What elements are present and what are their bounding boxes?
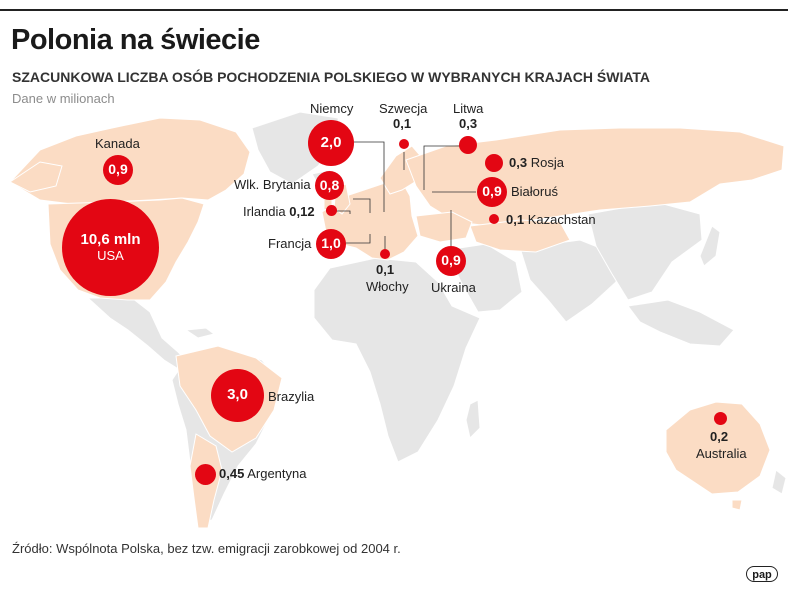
tasmania	[731, 499, 743, 511]
label-argentina: 0,45 Argentyna	[219, 466, 306, 481]
bubble-germany: 2,0	[308, 120, 354, 166]
bubble-canada: 0,9	[103, 155, 133, 185]
label-brazil: Brazylia	[268, 389, 315, 404]
label-lithuania: Litwa	[453, 101, 484, 116]
value-lithuania: 0,3	[459, 116, 478, 131]
japan	[699, 225, 721, 267]
ireland-value: 0,12	[289, 204, 315, 219]
label-germany: Niemcy	[310, 101, 354, 116]
label-france: Francja	[268, 236, 312, 251]
value-sweden: 0,1	[393, 116, 412, 131]
kazakhstan-name: Kazachstan	[527, 212, 596, 227]
bubble-france: 1,0	[316, 229, 346, 259]
bubble-australia	[714, 412, 727, 425]
label-ukraine: Ukraina	[431, 280, 476, 295]
usa-name: USA	[97, 247, 124, 263]
bubble-ireland	[326, 205, 337, 216]
leader-lines	[326, 141, 476, 252]
bubble-brazil: 3,0	[211, 369, 264, 422]
top-rule	[0, 9, 788, 11]
label-sweden: Szwecja	[379, 101, 428, 116]
label-australia: Australia	[696, 446, 747, 461]
value-italy: 0,1	[376, 262, 395, 277]
new-zealand	[771, 469, 787, 495]
subtitle: SZACUNKOWA LICZBA OSÓB POCHODZENIA POLSK…	[12, 69, 651, 85]
bubble-sweden	[399, 139, 409, 149]
africa	[313, 257, 481, 463]
argentina-name: Argentyna	[247, 466, 307, 481]
label-uk: Wlk. Brytania	[234, 177, 311, 192]
bubble-uk: 0,8	[315, 171, 344, 200]
bubble-italy	[380, 249, 390, 259]
ukraine-shape	[415, 211, 473, 243]
label-canada: Kanada	[95, 136, 140, 151]
kazakhstan-shape	[469, 219, 571, 253]
russia-value: 0,3	[509, 155, 528, 170]
label-kazakhstan: 0,1 Kazachstan	[506, 212, 596, 227]
bubble-ukraine: 0,9	[436, 246, 466, 276]
label-belarus: Białoruś	[511, 184, 558, 199]
russia-name: Rosja	[530, 155, 564, 170]
bubble-kazakhstan	[489, 214, 499, 224]
argentina-value: 0,45	[219, 466, 245, 481]
usa-value: 10,6 mln	[80, 231, 141, 249]
pap-logo: pap	[746, 566, 778, 582]
bubble-argentina	[195, 464, 216, 485]
label-russia: 0,3 Rosja	[509, 155, 564, 170]
page-title: Polonia na świecie	[11, 24, 260, 56]
value-australia: 0,2	[710, 429, 729, 444]
unit-note: Dane w milionach	[12, 91, 115, 106]
mexico-central-america	[86, 297, 191, 371]
label-ireland: Irlandia 0,12	[243, 204, 315, 219]
bubble-belarus: 0,9	[477, 177, 507, 207]
caribbean	[184, 327, 216, 339]
kazakhstan-value: 0,1	[506, 212, 525, 227]
southeast-asia	[627, 299, 735, 347]
bubble-russia	[485, 154, 503, 172]
south-asia	[519, 239, 621, 323]
ireland-name: Irlandia	[243, 204, 286, 219]
alaska	[9, 161, 63, 193]
australia-shape	[665, 401, 771, 495]
madagascar	[465, 399, 481, 439]
bubble-usa: 10,6 mln USA	[62, 199, 159, 296]
label-italy: Włochy	[366, 279, 409, 294]
source-note: Źródło: Wspólnota Polska, bez tzw. emigr…	[12, 541, 401, 556]
bubble-lithuania	[459, 136, 477, 154]
east-asia	[587, 201, 703, 301]
